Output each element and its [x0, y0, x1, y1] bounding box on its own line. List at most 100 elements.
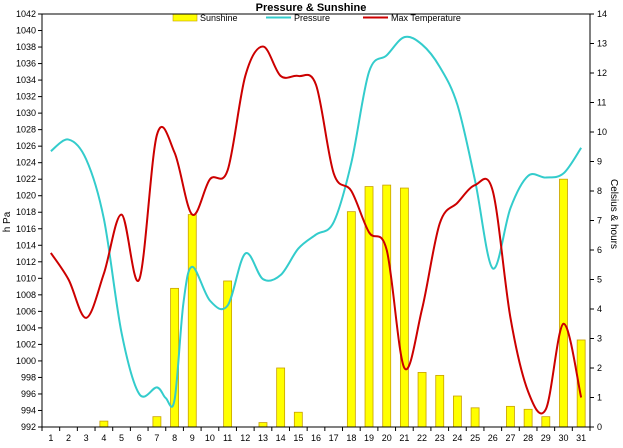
right-tick-label: 5 [597, 275, 602, 285]
right-tick-label: 13 [597, 39, 607, 49]
x-tick-label: 10 [205, 433, 215, 443]
left-tick-label: 1020 [16, 191, 36, 201]
left-tick-label: 1026 [16, 141, 36, 151]
right-tick-label: 0 [597, 422, 602, 432]
x-tick-label: 8 [172, 433, 177, 443]
x-tick-label: 14 [276, 433, 286, 443]
sunshine-bar [258, 422, 268, 428]
x-tick-label: 26 [488, 433, 498, 443]
x-tick-label: 12 [240, 433, 250, 443]
x-tick-label: 20 [382, 433, 392, 443]
sunshine-bar [541, 416, 551, 428]
x-tick-label: 29 [541, 433, 551, 443]
left-axis-title: h Pa [2, 211, 13, 232]
sunshine-bar [453, 395, 462, 428]
x-tick-label: 25 [470, 433, 480, 443]
x-tick-label: 1 [48, 433, 53, 443]
left-tick-label: 1034 [16, 75, 36, 85]
x-tick-label: 28 [523, 433, 533, 443]
left-tick-label: 1018 [16, 207, 36, 217]
x-tick-label: 13 [258, 433, 268, 443]
sunshine-bar [470, 407, 480, 428]
right-tick-label: 9 [597, 157, 602, 167]
sunshine-bar [506, 405, 515, 428]
sunshine-bar [523, 408, 533, 428]
right-tick-label: 7 [597, 216, 602, 226]
right-tick-label: 2 [597, 363, 602, 373]
x-tick-label: 27 [505, 433, 515, 443]
left-tick-label: 1006 [16, 306, 36, 316]
left-tick-label: 1028 [16, 125, 36, 135]
left-tick-label: 1004 [16, 323, 36, 333]
sunshine-bar [399, 187, 409, 428]
x-tick-label: 30 [558, 433, 568, 443]
x-tick-label: 18 [346, 433, 356, 443]
x-tick-label: 24 [452, 433, 462, 443]
left-tick-label: 1040 [16, 26, 36, 36]
legend-max-temperature-label: Max Temperature [391, 13, 461, 23]
sunshine-bar [382, 184, 392, 428]
x-axis: 1 2 3 4 5 6 7 8 9 10 11 12 13 14 15 16 17 18 19 20 21 22 23 24 2… [41, 427, 591, 443]
left-tick-label: 1036 [16, 59, 36, 69]
sunshine-bar [417, 372, 427, 428]
x-tick-label: 4 [101, 433, 106, 443]
x-tick-label: 5 [119, 433, 124, 443]
x-tick-label: 2 [66, 433, 71, 443]
x-tick-label: 9 [190, 433, 195, 443]
x-tick-label: 23 [435, 433, 445, 443]
x-tick-label: 7 [154, 433, 159, 443]
sunshine-bar [223, 280, 233, 428]
left-tick-label: 1032 [16, 92, 36, 102]
right-tick-label: 1 [597, 393, 602, 403]
left-tick-label: 1038 [16, 42, 36, 52]
right-tick-label: 10 [597, 127, 607, 137]
right-tick-label: 8 [597, 186, 602, 196]
x-tick-label: 6 [137, 433, 142, 443]
pressure-line [50, 35, 582, 408]
sunshine-bar [187, 214, 197, 428]
sunshine-bar [293, 411, 303, 428]
x-tick-label: 21 [399, 433, 409, 443]
right-tick-label: 14 [597, 9, 607, 19]
right-tick-label: 11 [597, 98, 606, 108]
sunshine-bar [364, 186, 374, 428]
right-tick-label: 6 [597, 245, 602, 255]
sunshine-bar [435, 374, 445, 428]
right-tick-label: 12 [597, 68, 607, 78]
legend-pressure-label: Pressure [294, 13, 330, 23]
left-tick-label: 998 [21, 372, 36, 382]
x-tick-label: 11 [223, 433, 232, 443]
sunshine-bar [276, 367, 286, 428]
left-tick-label: 1016 [16, 224, 36, 234]
left-tick-label: 1014 [16, 240, 36, 250]
x-tick-label: 17 [329, 433, 339, 443]
x-tick-label: 22 [417, 433, 427, 443]
right-axis-title: Celsius & hours [608, 179, 619, 249]
left-tick-label: 1008 [16, 290, 36, 300]
left-axis: 992 994 996 998 1000 1002 1004 1006 1008 1010 1012… [16, 9, 42, 432]
sunshine-bar [559, 178, 568, 428]
left-tick-label: 1022 [16, 174, 36, 184]
left-tick-label: 1024 [16, 158, 36, 168]
sunshine-bar [99, 420, 109, 428]
right-tick-label: 4 [597, 304, 602, 314]
left-tick-label: 994 [21, 405, 36, 415]
x-tick-label: 31 [576, 433, 586, 443]
legend-sunshine-label: Sunshine [200, 13, 238, 23]
right-tick-label: 3 [597, 334, 602, 344]
left-tick-label: 1010 [16, 273, 36, 283]
x-tick-label: 16 [311, 433, 321, 443]
sunshine-bar [346, 211, 356, 428]
left-tick-label: 1012 [16, 257, 36, 267]
chart-title: Pressure & Sunshine [256, 2, 367, 14]
legend-sunshine-swatch [172, 13, 198, 22]
left-tick-label: 1042 [16, 9, 36, 19]
x-tick-label: 3 [84, 433, 89, 443]
x-tick-label: 15 [293, 433, 303, 443]
left-tick-label: 1030 [16, 108, 36, 118]
left-tick-label: 992 [21, 422, 36, 432]
left-tick-label: 996 [21, 389, 36, 399]
max-temperature-line [50, 45, 583, 415]
